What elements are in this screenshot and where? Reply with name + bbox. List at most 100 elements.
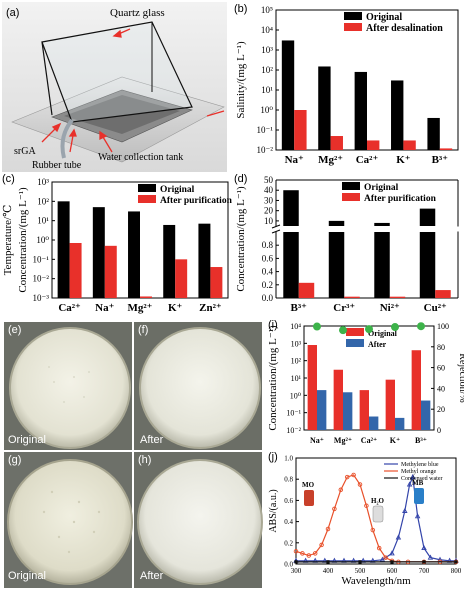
bar-1-1 (344, 296, 360, 298)
y-tick-label: 10⁰ (290, 391, 301, 400)
right-y-axis-label: Rejection/% (457, 353, 464, 402)
vial-mb (414, 488, 424, 504)
legend-swatch-1 (344, 23, 362, 31)
y-tick-label: 10⁴ (261, 25, 273, 35)
legend-label-2: Condensed water (401, 476, 443, 482)
bar-original-2 (128, 211, 140, 298)
y-tick-label: 10³ (37, 177, 49, 187)
bar-after-0 (317, 390, 327, 430)
series-point-1 (312, 551, 318, 556)
series-point-1 (376, 545, 382, 551)
bar-upper-0-2 (374, 222, 390, 226)
callout-water-collection-tank: Water collection tank (98, 152, 183, 163)
legend-swatch-0 (138, 184, 156, 192)
x-category-label: Ca²⁺ (361, 436, 377, 445)
series-point-2 (454, 560, 458, 564)
bar-after-4 (210, 267, 223, 298)
right-y-tick-label: 60 (437, 364, 445, 373)
y-tick-label: 1.0 (284, 455, 293, 463)
series-point-1 (338, 487, 344, 493)
chart-c-svg: (c) 10⁻³ 10⁻² 10⁻¹ 10⁰ 10¹ 10² 10³ Concentration… (2, 173, 233, 314)
chart-i-svg: (i) 10⁻² 10⁻¹ 10⁰ 10¹ 10² 10³ 10⁴ Concentration/… (267, 319, 464, 445)
y-tick-label: 0.8 (284, 476, 293, 484)
legend-label-1: Methyl orange (401, 469, 436, 475)
y-tick-label: 10⁻³ (33, 293, 50, 303)
y-tick-label: 0.6 (284, 497, 293, 505)
bar-after-4 (421, 400, 431, 430)
petri-dish-f (139, 327, 261, 449)
x-category-label: K⁺ (168, 302, 183, 314)
series-point-1 (383, 555, 388, 560)
x-category-label: Mg²⁺ (128, 302, 153, 314)
caption-h: After (140, 570, 164, 582)
y-tick-label: 10⁻² (286, 426, 301, 435)
series-point-1 (357, 482, 363, 487)
bar-upper-0-0 (283, 190, 299, 226)
y-tick-label: 20 (264, 206, 274, 216)
series-point-1 (351, 472, 356, 478)
x-category-label: Ca²⁺ (356, 154, 379, 166)
panel-label-g: (g) (8, 454, 22, 466)
bar-original-2 (354, 71, 367, 150)
vial-h2o (372, 505, 384, 523)
series-point-0 (389, 550, 395, 556)
legend-label-0: Original (366, 12, 402, 23)
legend-swatch-0 (342, 182, 360, 190)
right-y-tick-label: 100 (437, 322, 449, 331)
bar-original-0 (307, 345, 317, 430)
series-point-0 (421, 544, 427, 551)
legend-swatch-1 (138, 195, 156, 203)
callout-srga: srGA (14, 146, 36, 157)
series-point-1 (300, 551, 305, 556)
inset-label-h2o: H₂O (371, 497, 385, 505)
legend-label-0: Original (368, 329, 398, 338)
chart-c: (c) 10⁻³ 10⁻² 10⁻¹ 10⁰ 10¹ 10² 10³ Concentration… (0, 170, 233, 318)
inset-label-mo: MO (302, 481, 315, 489)
y-axis-label: Concentration/(mg L⁻¹) (235, 186, 247, 292)
y-tick-label: 10² (291, 357, 302, 366)
x-category-label: Cu²⁺ (424, 302, 447, 314)
petri-dish-e (9, 327, 131, 449)
series-point-0 (406, 481, 413, 487)
bar-upper-0-3 (419, 208, 436, 226)
legend-label-1: After purification (160, 196, 233, 206)
bar-after-3 (395, 417, 405, 430)
bar-original-4 (411, 350, 421, 430)
y-tick-label: 50 (264, 175, 274, 185)
series-point-0 (379, 556, 386, 562)
y-tick-label: 10⁰ (36, 235, 49, 245)
series-point-1 (344, 474, 350, 480)
chart-j: (j) 300 400 500 600 700 800 0.0 0.2 0.4 0.6 0.8 1.0 W… (266, 450, 464, 590)
rejection-point-1 (339, 326, 347, 335)
series-point-2 (422, 560, 426, 564)
apparatus-illustration: (a) Quartz glass srGA Rubber tube Water … (2, 2, 227, 172)
y-tick-label: 10 (264, 216, 274, 226)
bar-after-1 (104, 245, 117, 298)
bar-after-2 (369, 416, 379, 430)
x-tick-label: 800 (451, 567, 462, 575)
bar-1-3 (435, 290, 451, 298)
panel-label-c: (c) (2, 173, 15, 185)
x-category-label: K⁺ (390, 436, 400, 445)
series-point-1 (293, 549, 299, 554)
y-axis-label: ABS/(a.u.) (268, 489, 279, 532)
petri-dish-g (7, 459, 133, 585)
right-y-tick-label: 0 (437, 426, 441, 435)
x-category-label: Ca²⁺ (58, 302, 81, 314)
y-tick-label: 10⁻¹ (286, 409, 301, 418)
x-category-label: B³⁺ (415, 436, 427, 445)
x-category-label: B³⁺ (291, 302, 308, 314)
y-tick-label: 10⁴ (290, 322, 301, 331)
x-category-label: Na⁺ (95, 302, 114, 314)
y-tick-label: 10³ (261, 45, 273, 55)
bar-original-4 (427, 117, 440, 150)
x-category-label: Mg²⁺ (318, 154, 343, 166)
bar-original-1 (318, 66, 331, 150)
series-point-0 (410, 473, 416, 480)
panel-label-b: (b) (234, 3, 247, 15)
callout-rubber-tube: Rubber tube (32, 160, 82, 171)
rejection-point-0 (313, 322, 321, 331)
panel-label-e: (e) (8, 324, 22, 336)
bar-original-1 (92, 207, 105, 298)
